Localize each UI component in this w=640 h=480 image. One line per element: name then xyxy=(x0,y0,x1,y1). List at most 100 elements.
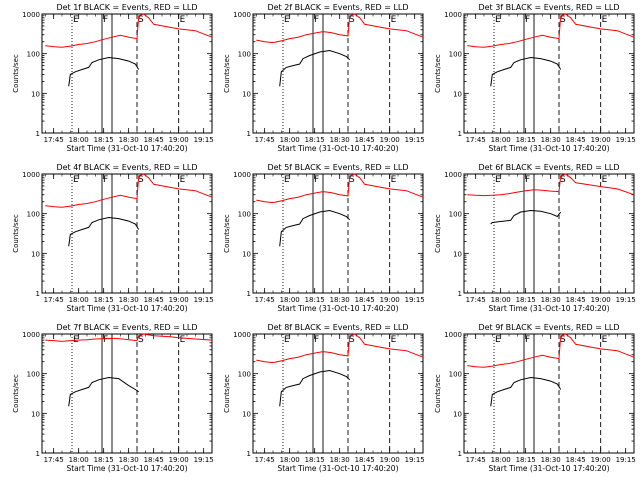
panel-title: Det 5f BLACK = Events, RED = LLD xyxy=(267,163,408,172)
event-marker-label: F xyxy=(525,15,530,25)
event-marker-label: F xyxy=(314,175,319,185)
x-tick-label: 17:45 xyxy=(44,136,64,144)
x-tick-label: 17:45 xyxy=(255,136,275,144)
series-lld-line xyxy=(45,13,213,48)
x-tick-label: 19:15 xyxy=(405,296,425,304)
x-axis-label: Start Time (31-Oct-10 17:40:20) xyxy=(488,144,609,153)
y-tick-label: 1000 xyxy=(22,331,40,339)
series-events-line xyxy=(68,216,140,247)
series-lld-line xyxy=(45,333,213,342)
x-tick-label: 19:15 xyxy=(194,136,214,144)
x-tick-label: 19:00 xyxy=(169,296,189,304)
event-marker-label: E xyxy=(495,15,501,25)
y-tick-label: 1 xyxy=(458,290,462,298)
event-marker-label: F xyxy=(525,335,530,345)
x-tick-label: 18:00 xyxy=(280,456,300,464)
x-tick-label: 18:15 xyxy=(94,296,114,304)
plot-frame xyxy=(41,333,213,454)
x-tick-label: 19:15 xyxy=(194,296,214,304)
x-tick-label: 18:45 xyxy=(566,456,586,464)
y-tick-label: 10 xyxy=(242,410,251,418)
x-tick-label: 18:30 xyxy=(541,296,561,304)
x-tick-label: 18:30 xyxy=(119,296,139,304)
panel-det-7f: Det 7f BLACK = Events, RED = LLD 1 10 100 10… xyxy=(12,323,214,473)
event-marker-label: F xyxy=(314,335,319,345)
event-marker-label: E xyxy=(180,335,186,345)
y-tick-label: 10 xyxy=(31,410,40,418)
x-tick-label: 18:45 xyxy=(144,296,164,304)
x-tick-label: 18:15 xyxy=(94,136,114,144)
event-marker-label: S xyxy=(138,335,144,345)
x-tick-label: 18:45 xyxy=(355,136,375,144)
panel-det-8f: Det 8f BLACK = Events, RED = LLD 1 10 100 10… xyxy=(223,323,425,473)
panel-title: Det 6f BLACK = Events, RED = LLD xyxy=(478,163,619,172)
event-marker-label: S xyxy=(349,15,355,25)
series-events-line xyxy=(279,209,351,247)
y-tick-label: 1000 xyxy=(22,11,40,19)
panel-title: Det 2f BLACK = Events, RED = LLD xyxy=(267,3,408,12)
event-marker-label: E xyxy=(391,175,397,185)
y-tick-label: 100 xyxy=(449,51,462,59)
x-tick-label: 19:00 xyxy=(591,456,611,464)
x-tick-label: 18:00 xyxy=(69,296,89,304)
y-axis-label: Counts/sec xyxy=(434,374,442,413)
x-tick-label: 18:15 xyxy=(516,296,536,304)
series-events-line xyxy=(490,376,562,407)
x-tick-label: 18:30 xyxy=(330,136,350,144)
y-tick-label: 10 xyxy=(453,90,462,98)
y-tick-label: 100 xyxy=(27,51,40,59)
y-tick-label: 10 xyxy=(242,250,251,258)
x-axis-label: Start Time (31-Oct-10 17:40:20) xyxy=(66,304,187,313)
x-tick-label: 18:30 xyxy=(330,296,350,304)
event-marker-label: E xyxy=(602,175,608,185)
y-tick-label: 1000 xyxy=(444,171,462,179)
event-marker-label: F xyxy=(103,15,108,25)
plot-frame xyxy=(463,333,635,454)
y-tick-label: 100 xyxy=(27,371,40,379)
panel-title: Det 8f BLACK = Events, RED = LLD xyxy=(267,323,408,332)
x-tick-label: 17:45 xyxy=(466,456,486,464)
event-marker-label: S xyxy=(560,175,566,185)
y-tick-label: 100 xyxy=(238,371,251,379)
y-tick-label: 10 xyxy=(453,250,462,258)
plot-frame xyxy=(463,13,635,134)
y-tick-label: 1 xyxy=(247,130,251,138)
x-tick-label: 18:30 xyxy=(119,136,139,144)
y-tick-label: 1 xyxy=(36,450,40,458)
panel-det-4f: Det 4f BLACK = Events, RED = LLD 1 10 100 10… xyxy=(12,163,214,313)
y-tick-label: 1 xyxy=(458,450,462,458)
series-lld-line xyxy=(256,333,424,364)
panel-det-1f: Det 1f BLACK = Events, RED = LLD 1 10 100 10… xyxy=(12,3,214,153)
series-lld-line xyxy=(467,333,635,368)
event-marker-label: E xyxy=(73,15,79,25)
y-axis-label: Counts/sec xyxy=(12,374,20,413)
event-marker-label: E xyxy=(602,15,608,25)
event-marker-label: F xyxy=(103,335,108,345)
event-marker-label: E xyxy=(284,175,290,185)
y-tick-label: 100 xyxy=(27,211,40,219)
plot-frame xyxy=(252,173,424,294)
panel-title: Det 4f BLACK = Events, RED = LLD xyxy=(56,163,197,172)
y-tick-label: 1000 xyxy=(444,11,462,19)
series-events-line xyxy=(490,209,562,225)
y-axis-label: Counts/sec xyxy=(12,214,20,253)
x-tick-label: 19:15 xyxy=(194,456,214,464)
x-tick-label: 18:30 xyxy=(330,456,350,464)
y-tick-label: 100 xyxy=(449,211,462,219)
panel-title: Det 3f BLACK = Events, RED = LLD xyxy=(478,3,619,12)
series-events-line xyxy=(279,49,351,87)
x-axis-label: Start Time (31-Oct-10 17:40:20) xyxy=(488,464,609,473)
x-axis-label: Start Time (31-Oct-10 17:40:20) xyxy=(277,144,398,153)
x-tick-label: 18:15 xyxy=(305,296,325,304)
y-tick-label: 1000 xyxy=(233,11,251,19)
x-tick-label: 19:00 xyxy=(380,456,400,464)
plot-frame xyxy=(252,13,424,134)
y-tick-label: 1000 xyxy=(22,171,40,179)
x-tick-label: 18:00 xyxy=(280,296,300,304)
event-marker-label: F xyxy=(314,15,319,25)
series-lld-line xyxy=(256,173,424,204)
x-tick-label: 18:45 xyxy=(144,136,164,144)
y-tick-label: 1000 xyxy=(233,331,251,339)
event-marker-label: E xyxy=(391,15,397,25)
series-events-line xyxy=(490,56,562,87)
